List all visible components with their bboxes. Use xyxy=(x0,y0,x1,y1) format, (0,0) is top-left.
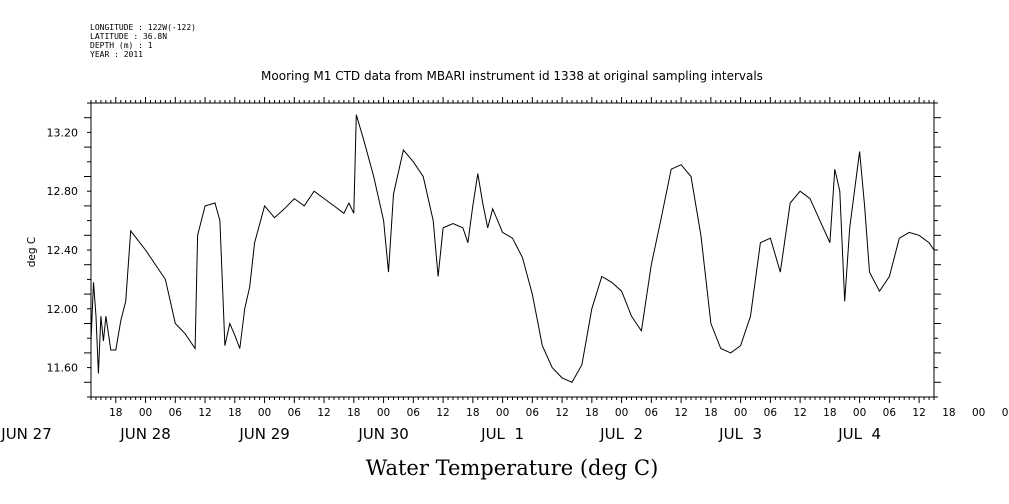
x-hour-label: 12 xyxy=(198,407,211,419)
y-tick-label: 12.00 xyxy=(47,303,79,316)
x-hour-label: 18 xyxy=(228,407,241,419)
x-hour-label: 00 xyxy=(853,407,866,419)
x-hour-label: 06 xyxy=(288,407,302,419)
x-date-label: JUL 3 xyxy=(718,425,762,443)
y-tick-label: 11.60 xyxy=(47,362,79,375)
x-hour-label: 12 xyxy=(317,407,330,419)
x-hour-label: 12 xyxy=(912,407,925,419)
x-hour-label: 18 xyxy=(109,407,122,419)
metadata-block: LONGITUDE : 122W(-122) LATITUDE : 36.8N … xyxy=(90,23,196,59)
x-date-label: JUN 29 xyxy=(238,425,289,443)
x-hour-label: 00 xyxy=(734,407,747,419)
x-hour-label: 06 xyxy=(883,407,897,419)
x-hour-label: 18 xyxy=(347,407,360,419)
x-hour-label: 00 xyxy=(972,407,985,419)
y-tick-label: 12.40 xyxy=(47,244,79,257)
x-date-label: JUL 4 xyxy=(837,425,881,443)
x-hour-label: 06 xyxy=(764,407,778,419)
y-tick-label: 12.80 xyxy=(47,185,79,198)
y-tick-label: 13.20 xyxy=(47,126,79,139)
x-hour-label: 00 xyxy=(496,407,509,419)
plot-frame xyxy=(90,102,935,398)
x-hour-label: 00 xyxy=(139,407,152,419)
longitude-text: LONGITUDE : 122W(-122) xyxy=(90,23,196,32)
x-hour-label: 12 xyxy=(555,407,568,419)
x-date-label: JUN 28 xyxy=(119,425,170,443)
x-hour-label: 00 xyxy=(258,407,271,419)
x-hour-label: 06 xyxy=(645,407,659,419)
x-axis-title: Water Temperature (deg C) xyxy=(366,456,659,480)
x-hour-label: 06 xyxy=(169,407,183,419)
x-hour-label: 18 xyxy=(942,407,955,419)
x-hour-label: 06 xyxy=(407,407,421,419)
x-hour-label: 00 xyxy=(615,407,628,419)
x-hour-label: 18 xyxy=(823,407,836,419)
latitude-text: LATITUDE : 36.8N xyxy=(90,32,167,41)
x-date-label: JUN 30 xyxy=(357,425,408,443)
x-hour-label: 06 xyxy=(526,407,540,419)
x-hour-label: 12 xyxy=(436,407,449,419)
y-tick-labels: 11.60 12.00 12.40 12.80 13.20 xyxy=(47,126,79,374)
series-line xyxy=(90,114,935,383)
x-hour-label: 12 xyxy=(793,407,806,419)
x-date-label: JUL 1 xyxy=(480,425,524,443)
x-hour-label: 00 xyxy=(377,407,390,419)
year-text: YEAR : 2011 xyxy=(90,50,143,59)
x-hour-label: 18 xyxy=(704,407,717,419)
x-hour-label: 18 xyxy=(585,407,598,419)
x-hour-label: 06 xyxy=(1002,407,1009,419)
x-date-label: JUL 2 xyxy=(599,425,643,443)
x-hour-label: 12 xyxy=(674,407,687,419)
x-tick-labels: 18 00 06 12 18 00 06 12 18 00 06 12 18 00 06 12 18 00 06 12… xyxy=(0,407,1009,443)
axis-ticks xyxy=(84,97,941,403)
x-hour-label: 18 xyxy=(466,407,479,419)
y-axis-label: deg C xyxy=(26,237,38,267)
depth-text: DEPTH (m) : 1 xyxy=(90,41,153,50)
x-date-label: JUN 27 xyxy=(0,425,51,443)
chart-title: Mooring M1 CTD data from MBARI instrumen… xyxy=(261,69,763,83)
